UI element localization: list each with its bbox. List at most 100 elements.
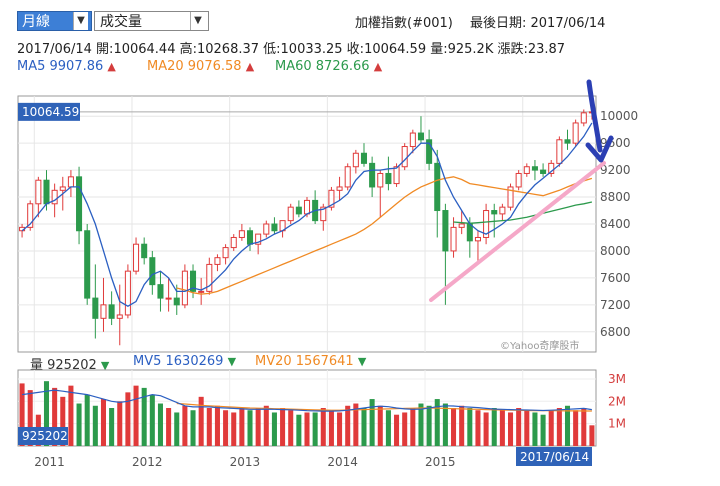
volume-bar	[117, 401, 123, 446]
candle-body	[515, 172, 522, 188]
ma20-line	[176, 176, 593, 295]
candle-body	[336, 186, 343, 191]
volume-bar	[410, 408, 416, 446]
candle-body	[222, 247, 229, 259]
candle-body	[230, 236, 237, 249]
candle-body	[181, 270, 188, 306]
mv5-legend: MV5 1630269 ▼	[133, 354, 236, 369]
y-tick-label: 6800	[600, 325, 631, 339]
candle-body	[27, 203, 34, 228]
volume-bar	[239, 408, 245, 446]
candle-body	[320, 206, 327, 222]
up-triangle-icon: ▲	[373, 60, 383, 73]
candle-body	[43, 179, 50, 205]
candle-body	[149, 257, 156, 286]
candle-body	[385, 172, 392, 185]
candle-body	[51, 189, 58, 205]
price-flag: 10064.59	[22, 105, 79, 119]
candle-body	[263, 223, 270, 235]
candle-body	[214, 257, 221, 265]
candle-body	[124, 270, 131, 316]
candle-body	[190, 270, 197, 292]
candle-body	[165, 297, 172, 300]
volume-bar	[353, 403, 359, 446]
candle-body	[328, 189, 335, 208]
volume-bar	[337, 412, 343, 446]
volume-bar	[573, 410, 579, 446]
volume-tick-label: 3M	[608, 372, 626, 386]
volume-bar	[385, 410, 391, 446]
candle-body	[483, 210, 490, 238]
volume-legend: 量 925202 ▼	[30, 354, 109, 373]
down-triangle-icon: ▼	[227, 355, 237, 368]
candle-body	[572, 122, 579, 144]
y-tick-label: 7200	[600, 298, 631, 312]
candle-body	[255, 233, 262, 245]
volume-bar	[304, 412, 310, 446]
volume-bar	[516, 408, 522, 446]
ma60-legend: MA60 8726.66 ▲	[275, 59, 382, 74]
candle-body	[295, 206, 302, 215]
volume-bar	[434, 399, 440, 446]
period-select-value: 月線	[22, 14, 50, 30]
mv5-legend-label: MV5 1630269	[133, 354, 224, 369]
candle-body	[287, 206, 294, 222]
volume-tick-label: 1M	[608, 417, 626, 431]
volume-bar	[27, 390, 33, 446]
candle-body	[466, 223, 473, 242]
candle-body	[133, 243, 140, 272]
index-name: 加權指數(#001)	[355, 16, 453, 31]
indicator-select[interactable]: 成交量 ▼	[94, 11, 209, 31]
candle-body	[206, 263, 213, 292]
volume-bar	[426, 405, 432, 446]
period-select[interactable]: 月線 ▼	[17, 11, 92, 31]
volume-bar	[491, 408, 497, 446]
volume-bar	[540, 414, 546, 446]
volume-bar	[271, 412, 277, 446]
volume-bar	[68, 385, 74, 446]
volume-bar	[402, 412, 408, 446]
volume-tick-label: 2M	[608, 394, 626, 408]
chevron-down-icon[interactable]: ▼	[190, 12, 205, 30]
volume-bar	[263, 405, 269, 446]
volume-bar	[361, 408, 367, 446]
candle-body	[303, 199, 311, 215]
y-tick-label: 8400	[600, 217, 631, 231]
last-date-label: 最後日期: 2017/06/14	[470, 16, 606, 31]
y-tick-label: 7600	[600, 271, 631, 285]
volume-bar	[418, 403, 424, 446]
annotation-arrow	[586, 79, 603, 153]
candle-body	[108, 304, 115, 319]
candle-body	[360, 152, 368, 164]
volume-bar	[328, 410, 334, 446]
volume-bar	[442, 403, 448, 446]
volume-bar	[84, 394, 90, 446]
candle-body	[523, 166, 530, 174]
candle-body	[246, 230, 254, 245]
x-tick-label: 2014	[327, 455, 358, 469]
chevron-down-icon[interactable]: ▼	[73, 12, 88, 30]
volume-bar	[166, 408, 172, 446]
up-triangle-icon: ▲	[107, 60, 116, 73]
volume-bar	[190, 410, 196, 446]
volume-bar	[214, 405, 220, 446]
volume-bar	[369, 399, 375, 446]
volume-bar	[475, 410, 481, 446]
volume-bar	[483, 412, 489, 446]
candle-body	[369, 162, 376, 188]
volume-bar	[149, 394, 155, 446]
annotation-arrowhead	[585, 135, 614, 163]
volume-bar	[247, 410, 253, 446]
candle-body	[377, 172, 384, 188]
candle-body	[548, 162, 555, 174]
volume-bar	[564, 405, 571, 446]
candle-body	[507, 186, 514, 208]
volume-bar	[312, 412, 318, 446]
candle-body	[458, 223, 465, 228]
up-triangle-icon: ▲	[245, 60, 255, 73]
candle-body	[556, 139, 563, 164]
volume-bar	[43, 381, 50, 446]
volume-bar	[556, 408, 562, 446]
volume-bar	[507, 412, 514, 446]
